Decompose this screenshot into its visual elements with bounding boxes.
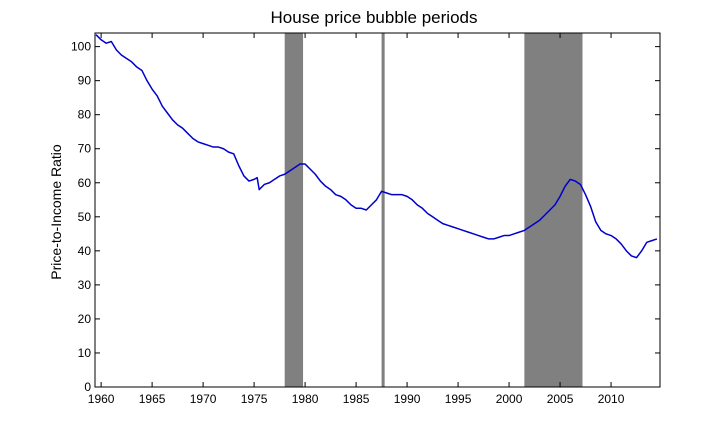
x-tick-label-2000: 2000 [496,392,523,406]
y-tick-label-50: 50 [78,210,92,224]
y-tick-label-40: 40 [78,244,92,258]
y-tick-label-30: 30 [78,278,92,292]
y-tick-label-20: 20 [78,312,92,326]
y-tick-label-70: 70 [78,142,92,156]
y-tick-label-0: 0 [84,380,91,394]
x-tick-label-1970: 1970 [190,392,217,406]
y-tick-label-60: 60 [78,176,92,190]
chart-title: House price bubble periods [271,8,478,27]
x-tick-label-1980: 1980 [292,392,319,406]
x-tick-label-1975: 1975 [241,392,268,406]
y-tick-label-10: 10 [78,346,92,360]
axes-frame [94,32,661,388]
shaded-period-2 [381,33,385,387]
x-tick-label-2010: 2010 [598,392,625,406]
x-tick-label-1965: 1965 [139,392,166,406]
x-tick-label-2005: 2005 [547,392,574,406]
y-axis-label: Price-to-Income Ratio [48,144,64,280]
series-line-1 [95,34,658,259]
y-tick-label-90: 90 [78,74,92,88]
plot-area: 1960 1965 1970 1975 1980 1985 1990 1995 2000 2005… [71,32,661,406]
x-tick-label-1995: 1995 [445,392,472,406]
y-tick-label-100: 100 [71,40,91,54]
x-tick-label-1990: 1990 [394,392,421,406]
x-tick-label-1960: 1960 [88,392,115,406]
shaded-period-1 [284,33,304,387]
shaded-period-3 [524,33,583,387]
x-tick-label-1985: 1985 [343,392,370,406]
y-tick-label-80: 80 [78,108,92,122]
